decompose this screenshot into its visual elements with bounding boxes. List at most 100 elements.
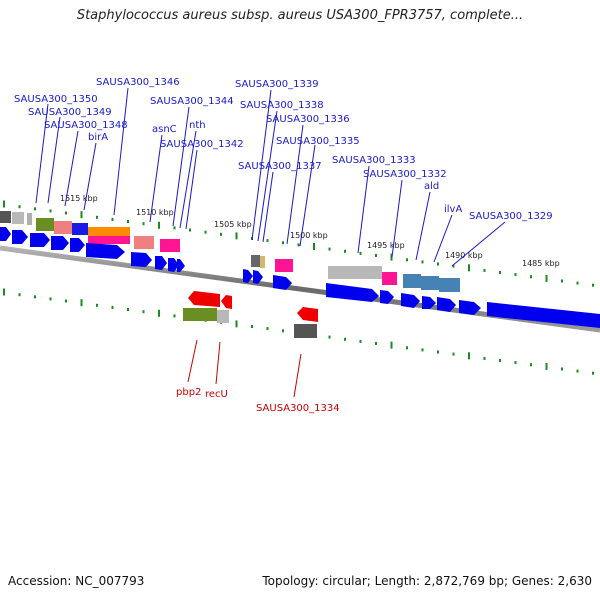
reverse-cds-track (188, 291, 318, 322)
forward-cds-arrow[interactable] (70, 238, 85, 252)
gene-label-nth[interactable]: nth (189, 120, 206, 131)
minor-tick (375, 254, 377, 257)
feature-block[interactable] (27, 213, 32, 225)
leader-line (286, 124, 304, 245)
forward-cds-arrow[interactable] (51, 236, 69, 250)
forward-cds-arrow[interactable] (0, 227, 11, 241)
gene-label-sausa300-1346[interactable]: SAUSA300_1346 (96, 77, 180, 88)
minor-tick (266, 327, 269, 331)
forward-cds-arrow[interactable] (30, 233, 50, 247)
feature-block[interactable] (88, 236, 130, 244)
feature-block[interactable] (251, 255, 260, 267)
feature-block[interactable] (36, 218, 54, 231)
leader-line (64, 130, 79, 207)
forward-cds-arrow[interactable] (155, 256, 167, 270)
feature-block[interactable] (134, 236, 154, 249)
minor-tick (127, 308, 129, 311)
feature-block[interactable] (72, 223, 88, 235)
leader-line (47, 116, 61, 204)
gene-label-sausa300-1336[interactable]: SAUSA300_1336 (266, 114, 350, 125)
forward-cds-arrow[interactable] (437, 297, 456, 312)
minor-tick (204, 230, 207, 234)
gene-label-ilva[interactable]: ilvA (444, 204, 462, 215)
major-tick (80, 299, 83, 307)
feature-block[interactable] (294, 324, 317, 338)
feature-block[interactable] (382, 272, 397, 285)
reverse-cds-arrow[interactable] (221, 295, 232, 309)
forward-cds-arrow[interactable] (459, 300, 481, 315)
leader-line (179, 130, 197, 229)
major-tick (545, 274, 548, 282)
lower-feature-track (183, 308, 317, 338)
gene-label-sausa300-1349[interactable]: SAUSA300_1349 (28, 107, 112, 118)
gene-label-sausa300-1339[interactable]: SAUSA300_1339 (235, 79, 319, 90)
minor-tick (173, 226, 176, 230)
feature-block[interactable] (217, 310, 229, 323)
gene-label-sausa300-1335[interactable]: SAUSA300_1335 (276, 136, 360, 147)
minor-tick (49, 297, 52, 301)
tick-label-1500: 1500 kbp (290, 231, 328, 240)
forward-cds-arrow[interactable] (12, 230, 28, 244)
feature-block[interactable] (183, 308, 217, 321)
minor-tick (18, 293, 21, 297)
forward-gene-labels: SAUSA300_1350 SAUSA300_1349 SAUSA300_134… (14, 77, 553, 222)
minor-tick (576, 281, 579, 285)
accession-info: Accession: NC_007793 (8, 574, 145, 588)
minor-tick (96, 303, 98, 307)
gene-label-sausa300-1350[interactable]: SAUSA300_1350 (14, 94, 98, 105)
forward-cds-arrow[interactable] (86, 243, 125, 259)
gene-label-sausa300-1344[interactable]: SAUSA300_1344 (150, 96, 234, 107)
tick-label-1490: 1490 kbp (445, 251, 483, 260)
feature-block[interactable] (421, 276, 439, 290)
forward-cds-arrow[interactable] (422, 296, 436, 309)
forward-cds-arrow[interactable] (168, 258, 179, 272)
gene-label-sausa300-1337[interactable]: SAUSA300_1337 (238, 161, 322, 172)
forward-cds-arrow[interactable] (380, 290, 394, 304)
gene-label-sausa300-1332[interactable]: SAUSA300_1332 (363, 169, 447, 180)
minor-tick (49, 209, 52, 213)
gene-label-sausa300-1334[interactable]: SAUSA300_1334 (256, 403, 340, 414)
feature-block[interactable] (328, 266, 382, 279)
tick-labels: 1515 kbp 1510 kbp 1505 kbp 1500 kbp 1495… (60, 194, 560, 268)
gene-label-recu[interactable]: recU (205, 389, 228, 400)
gene-label-bira[interactable]: birA (88, 132, 108, 143)
gene-label-sausa300-1342[interactable]: SAUSA300_1342 (160, 139, 244, 150)
feature-block[interactable] (403, 274, 421, 288)
forward-cds-arrow[interactable] (487, 302, 600, 328)
feature-block[interactable] (160, 239, 180, 252)
gene-label-asnc[interactable]: asnC (152, 124, 177, 135)
major-tick (545, 362, 548, 370)
feature-block[interactable] (260, 256, 265, 268)
forward-cds-arrow[interactable] (253, 270, 263, 284)
feature-block[interactable] (439, 278, 460, 292)
gene-label-pbp2[interactable]: pbp2 (176, 387, 201, 398)
forward-cds-arrow[interactable] (243, 269, 253, 283)
leader-line (262, 171, 274, 243)
reverse-cds-arrow[interactable] (188, 291, 220, 307)
forward-cds-arrow[interactable] (273, 275, 292, 290)
upper-feature-track (0, 211, 460, 292)
minor-tick (65, 299, 67, 303)
forward-cds-arrow[interactable] (131, 252, 152, 267)
gene-label-ald[interactable]: ald (424, 181, 439, 192)
leader-line (257, 110, 278, 242)
leader-line (251, 89, 272, 241)
leader-line (187, 339, 198, 383)
gene-label-sausa300-1329[interactable]: SAUSA300_1329 (469, 211, 553, 222)
leader-line (149, 134, 163, 223)
gene-label-sausa300-1338[interactable]: SAUSA300_1338 (240, 100, 324, 111)
feature-block[interactable] (12, 212, 24, 224)
forward-cds-arrow[interactable] (326, 283, 379, 302)
gene-label-sausa300-1348[interactable]: SAUSA300_1348 (44, 120, 128, 131)
feature-block[interactable] (88, 227, 130, 236)
forward-cds-arrow[interactable] (401, 293, 420, 308)
feature-block[interactable] (0, 211, 11, 223)
forward-cds-arrow[interactable] (177, 259, 185, 272)
leader-line (451, 221, 506, 267)
feature-block[interactable] (275, 259, 293, 272)
minor-tick (483, 268, 486, 272)
gene-label-sausa300-1333[interactable]: SAUSA300_1333 (332, 155, 416, 166)
minor-tick (34, 295, 36, 299)
feature-block[interactable] (54, 221, 72, 234)
reverse-cds-arrow[interactable] (297, 307, 318, 322)
